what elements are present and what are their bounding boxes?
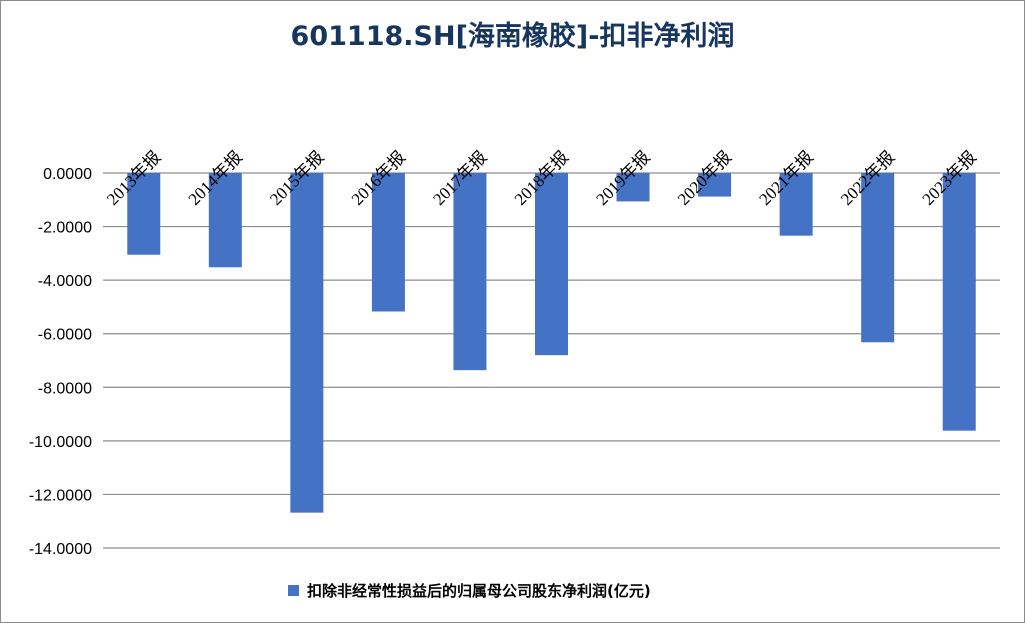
y-tick-label: -4.0000	[38, 273, 92, 290]
y-tick-label: 0.0000	[43, 166, 92, 183]
bar	[371, 173, 405, 312]
bar	[535, 173, 568, 356]
bar	[779, 173, 813, 236]
bar	[453, 173, 487, 371]
bar	[942, 173, 976, 431]
bar	[208, 173, 242, 268]
y-tick-label: -10.0000	[29, 434, 92, 451]
chart-title: 601118.SH[海南橡胶]-扣非净利润	[290, 21, 735, 52]
legend: 扣除非经常性损益后的归属母公司股东净利润(亿元)	[288, 580, 651, 601]
bar	[127, 173, 161, 255]
y-tick-label: -8.0000	[38, 380, 92, 397]
legend-label: 扣除非经常性损益后的归属母公司股东净利润(亿元)	[307, 582, 651, 600]
bar	[861, 173, 895, 343]
bar	[698, 173, 732, 197]
y-tick-label: -14.0000	[29, 541, 92, 558]
bar	[290, 173, 324, 513]
y-tick-label: -2.0000	[38, 220, 92, 237]
y-tick-label: -6.0000	[38, 327, 92, 344]
y-tick-label: -12.0000	[29, 487, 92, 504]
legend-swatch	[288, 585, 299, 596]
bar	[616, 173, 650, 202]
